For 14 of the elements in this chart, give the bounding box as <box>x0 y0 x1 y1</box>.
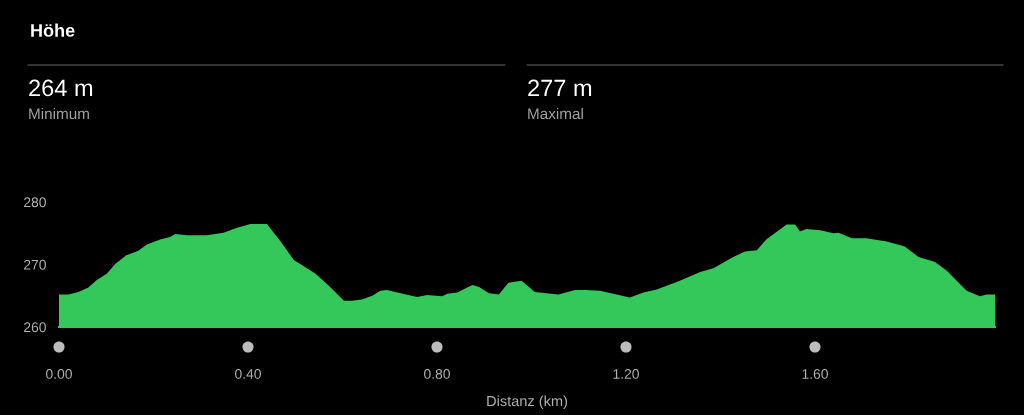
text: Maximal <box>528 107 583 120</box>
y-tick-label: 270 <box>24 259 46 270</box>
chart-title: Höhe <box>31 23 75 37</box>
x-tick-label: 0.40 <box>235 369 261 379</box>
x-axis-title: Distanz (km) <box>487 395 568 410</box>
y-tick-label: 260 <box>24 322 46 333</box>
text: Minimum <box>29 107 89 120</box>
y-tick-label: 280 <box>24 197 46 208</box>
x-tick-label: 1.60 <box>802 369 828 379</box>
text: 264 m <box>29 79 93 97</box>
x-tick-label: 0.80 <box>424 369 450 379</box>
x-tick-label: 1.20 <box>613 369 639 379</box>
x-tick-label: 0.00 <box>46 369 72 379</box>
text: 277 m <box>528 79 592 97</box>
